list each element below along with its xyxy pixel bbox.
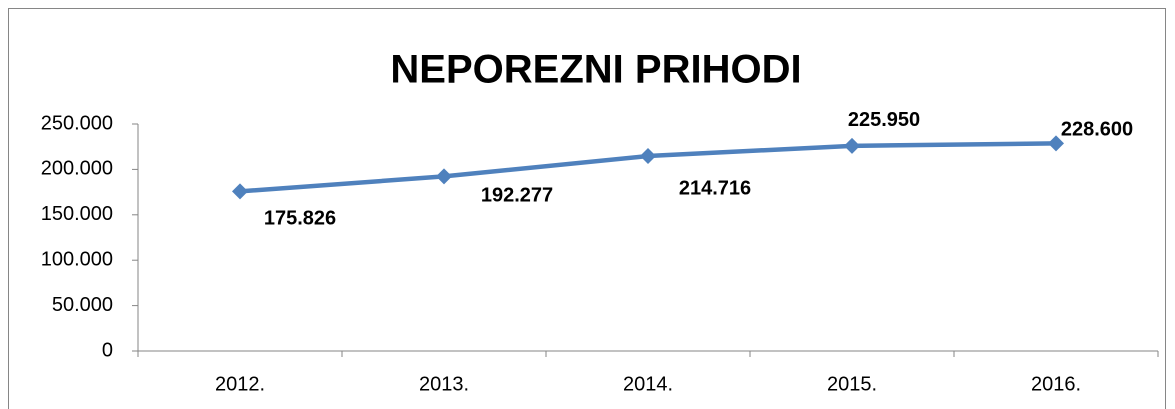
x-tick-label: 2016. [1031,373,1081,395]
y-tick-label: 200.000 [41,158,113,180]
marker [436,168,452,185]
x-tick-label: 2015. [827,373,877,395]
data-label: 228.600 [1061,119,1133,141]
chart-frame [8,8,1166,409]
x-tick-label: 2014. [623,373,673,395]
marker [1048,135,1064,152]
marker [844,137,860,154]
data-label: 175.826 [264,208,336,230]
marker [232,183,248,200]
y-tick-label: 150.000 [41,203,113,225]
data-label: 192.277 [481,185,553,207]
y-tick-label: 50.000 [52,294,113,316]
marker [640,148,656,165]
x-tick-label: 2012. [215,373,265,395]
data-label: 214.716 [679,177,751,199]
y-tick-label: 0 [102,339,113,361]
chart-title: NEPOREZNI PRIHODI [390,48,801,92]
y-tick-label: 250.000 [41,112,113,134]
x-tick-label: 2013. [419,373,469,395]
data-label: 225.950 [848,109,920,131]
y-tick-label: 100.000 [41,248,113,270]
